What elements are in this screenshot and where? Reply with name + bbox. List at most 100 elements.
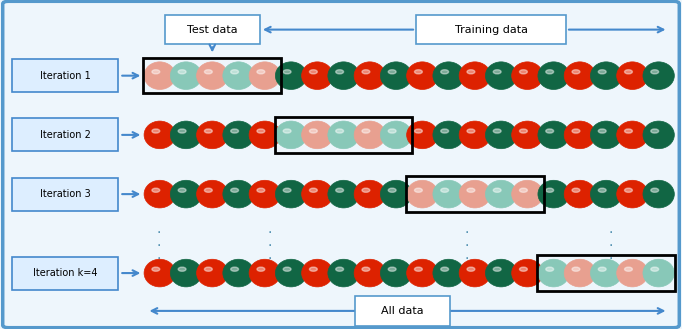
- Ellipse shape: [493, 129, 501, 133]
- Ellipse shape: [205, 188, 212, 192]
- Ellipse shape: [328, 62, 359, 89]
- Ellipse shape: [196, 180, 228, 208]
- Text: Iteration k=4: Iteration k=4: [33, 268, 98, 278]
- Ellipse shape: [223, 62, 254, 89]
- Ellipse shape: [406, 259, 438, 287]
- Ellipse shape: [336, 188, 344, 192]
- Ellipse shape: [520, 129, 527, 133]
- Ellipse shape: [257, 188, 265, 192]
- Ellipse shape: [196, 121, 228, 149]
- Ellipse shape: [310, 129, 317, 133]
- Ellipse shape: [415, 129, 422, 133]
- Text: .: .: [267, 235, 271, 249]
- Ellipse shape: [328, 259, 359, 287]
- Ellipse shape: [170, 62, 202, 89]
- Text: .: .: [608, 222, 612, 236]
- Ellipse shape: [512, 259, 543, 287]
- Ellipse shape: [591, 121, 622, 149]
- Ellipse shape: [643, 180, 674, 208]
- Text: .: .: [608, 235, 612, 249]
- Ellipse shape: [406, 62, 438, 89]
- Ellipse shape: [617, 259, 648, 287]
- Ellipse shape: [643, 62, 674, 89]
- Ellipse shape: [591, 259, 622, 287]
- Ellipse shape: [486, 121, 517, 149]
- Ellipse shape: [144, 180, 175, 208]
- Bar: [406, 176, 544, 212]
- Ellipse shape: [538, 62, 569, 89]
- FancyBboxPatch shape: [355, 296, 450, 326]
- Bar: [537, 255, 675, 291]
- Ellipse shape: [467, 70, 475, 74]
- Ellipse shape: [205, 129, 212, 133]
- Ellipse shape: [591, 180, 622, 208]
- Ellipse shape: [205, 70, 212, 74]
- Ellipse shape: [283, 70, 291, 74]
- Ellipse shape: [223, 180, 254, 208]
- Text: All data: All data: [381, 306, 424, 316]
- Ellipse shape: [617, 180, 648, 208]
- Ellipse shape: [152, 188, 160, 192]
- FancyBboxPatch shape: [416, 15, 566, 44]
- Ellipse shape: [381, 259, 412, 287]
- Ellipse shape: [493, 70, 501, 74]
- Ellipse shape: [283, 188, 291, 192]
- Ellipse shape: [467, 129, 475, 133]
- Ellipse shape: [643, 121, 674, 149]
- Ellipse shape: [276, 259, 307, 287]
- Ellipse shape: [354, 121, 385, 149]
- Ellipse shape: [433, 121, 464, 149]
- Ellipse shape: [415, 70, 422, 74]
- Ellipse shape: [301, 180, 333, 208]
- Ellipse shape: [598, 188, 606, 192]
- Ellipse shape: [625, 267, 632, 271]
- Ellipse shape: [459, 180, 490, 208]
- Ellipse shape: [441, 129, 449, 133]
- Ellipse shape: [651, 129, 659, 133]
- Ellipse shape: [512, 62, 543, 89]
- Ellipse shape: [231, 70, 239, 74]
- Bar: [143, 58, 281, 93]
- Ellipse shape: [249, 180, 280, 208]
- Ellipse shape: [152, 267, 160, 271]
- Ellipse shape: [196, 62, 228, 89]
- Ellipse shape: [388, 267, 396, 271]
- Ellipse shape: [170, 259, 202, 287]
- Ellipse shape: [512, 180, 543, 208]
- Ellipse shape: [178, 267, 186, 271]
- Ellipse shape: [625, 188, 632, 192]
- Ellipse shape: [459, 121, 490, 149]
- Ellipse shape: [572, 129, 580, 133]
- Ellipse shape: [336, 70, 344, 74]
- FancyBboxPatch shape: [12, 257, 118, 290]
- Ellipse shape: [283, 267, 291, 271]
- Text: Iteration 2: Iteration 2: [40, 130, 91, 140]
- Ellipse shape: [354, 259, 385, 287]
- Ellipse shape: [591, 62, 622, 89]
- Text: .: .: [157, 222, 161, 236]
- Ellipse shape: [467, 267, 475, 271]
- Text: .: .: [608, 248, 612, 262]
- Ellipse shape: [144, 121, 175, 149]
- Ellipse shape: [651, 267, 659, 271]
- Ellipse shape: [170, 180, 202, 208]
- Ellipse shape: [415, 188, 422, 192]
- Ellipse shape: [336, 267, 344, 271]
- Ellipse shape: [433, 259, 464, 287]
- Ellipse shape: [249, 62, 280, 89]
- Ellipse shape: [276, 180, 307, 208]
- Text: .: .: [267, 248, 271, 262]
- Ellipse shape: [406, 121, 438, 149]
- Ellipse shape: [486, 180, 517, 208]
- Ellipse shape: [301, 259, 333, 287]
- Text: .: .: [267, 222, 271, 236]
- Ellipse shape: [388, 70, 396, 74]
- Ellipse shape: [354, 180, 385, 208]
- Ellipse shape: [170, 121, 202, 149]
- Ellipse shape: [598, 129, 606, 133]
- Ellipse shape: [336, 129, 344, 133]
- Ellipse shape: [301, 62, 333, 89]
- Ellipse shape: [564, 121, 595, 149]
- Ellipse shape: [651, 70, 659, 74]
- Ellipse shape: [520, 70, 527, 74]
